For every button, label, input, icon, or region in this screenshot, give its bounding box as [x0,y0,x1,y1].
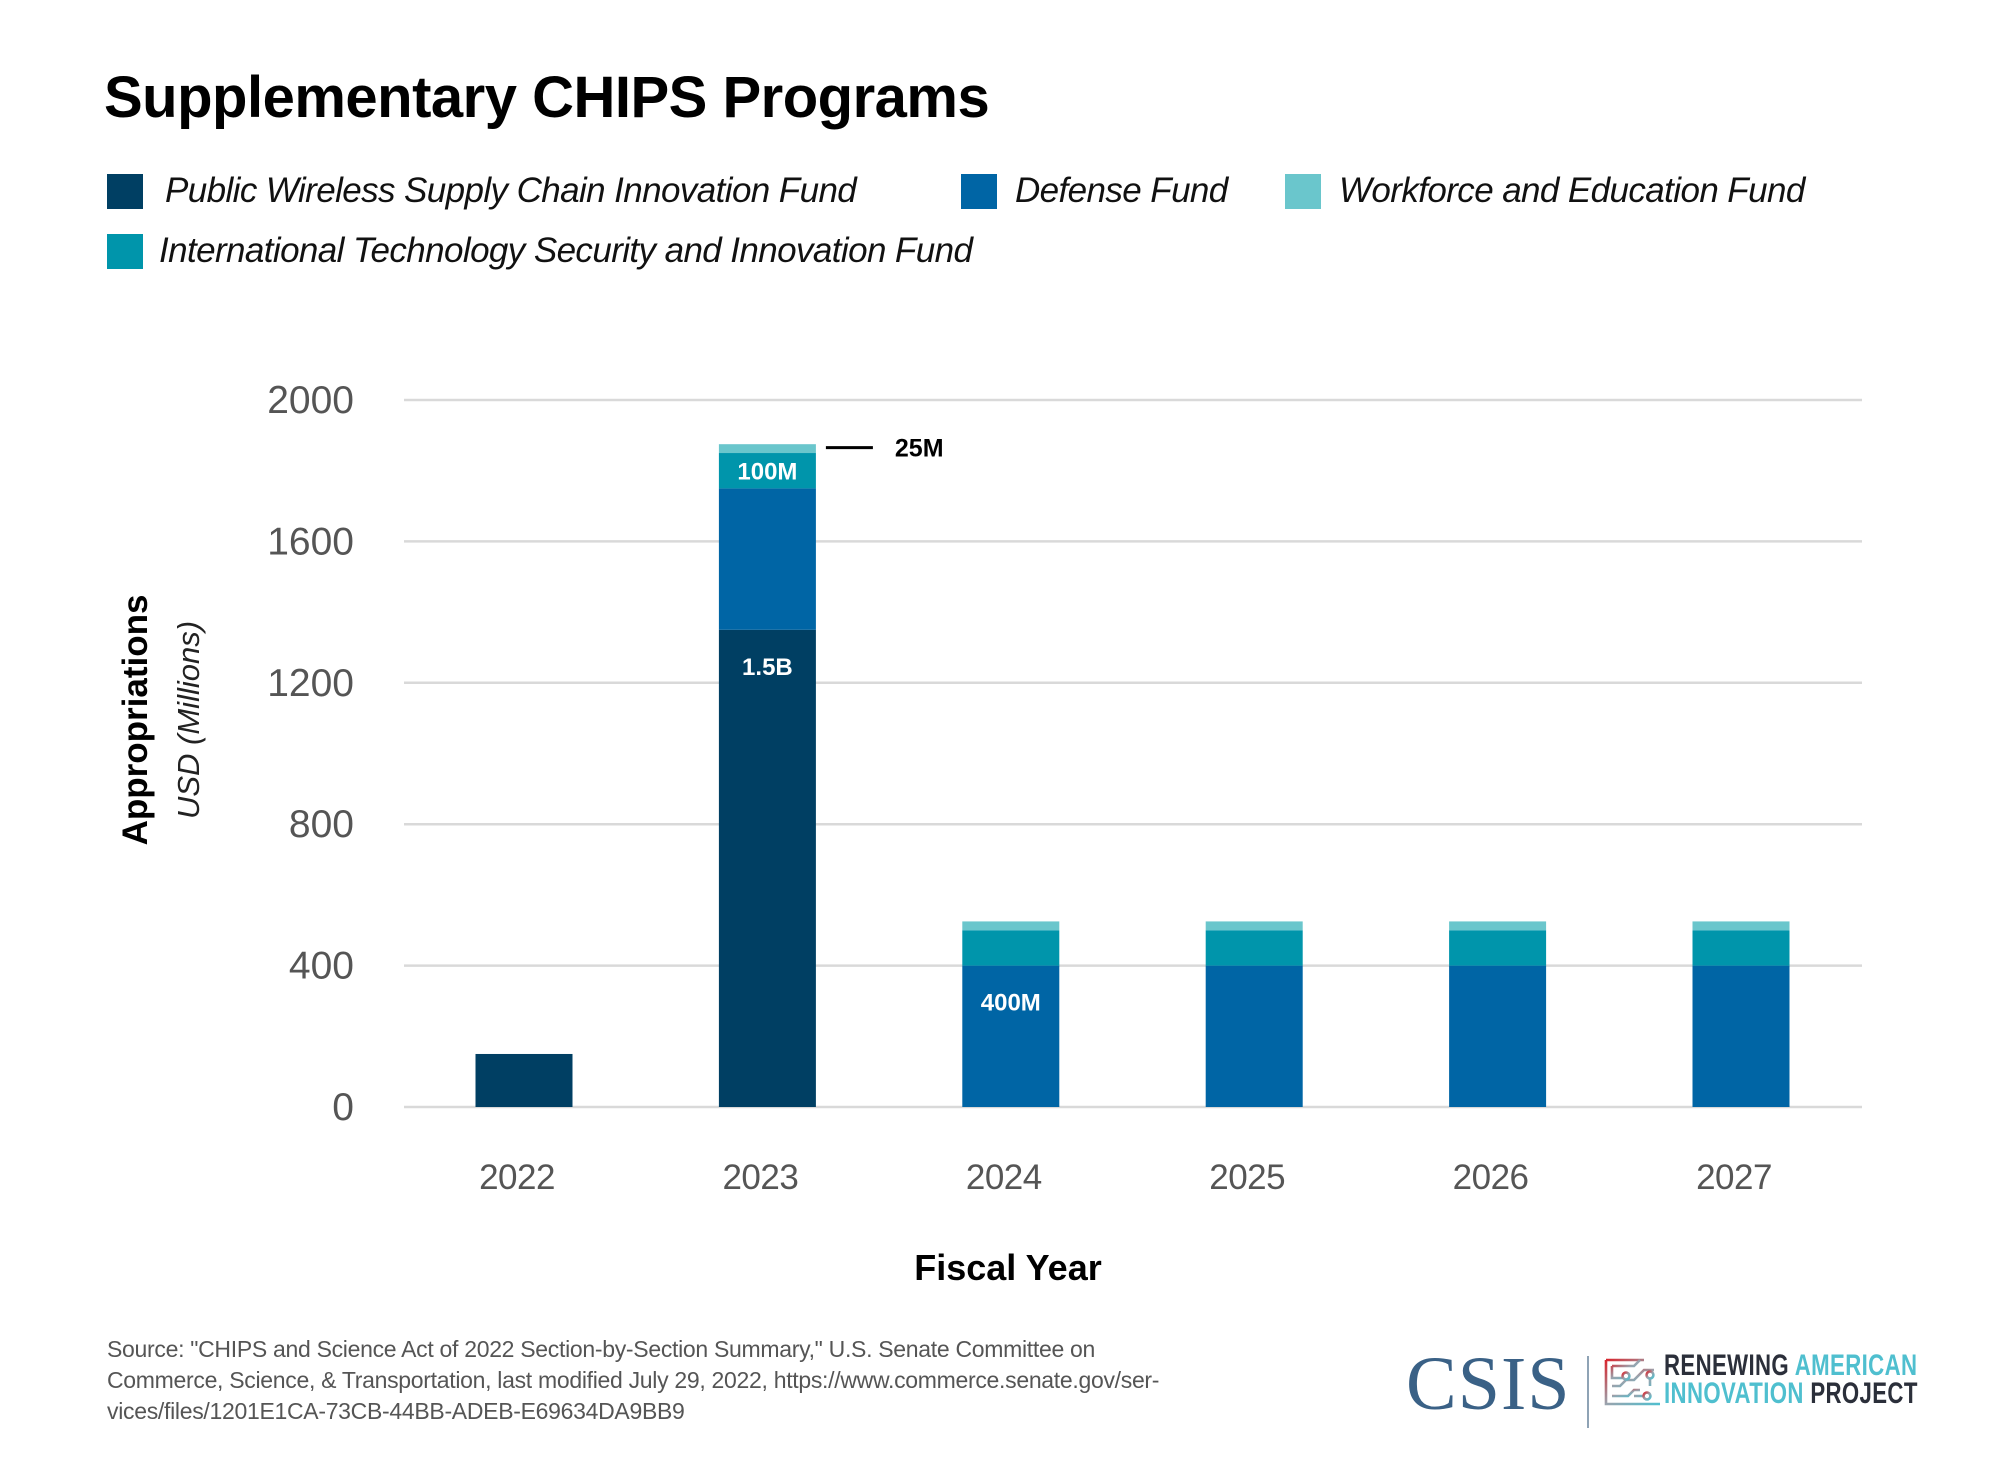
logo-word: RENEWING [1664,1349,1790,1382]
bar-value-label: 400M [981,990,1041,1017]
y-tick-label: 800 [289,803,354,846]
bar-segment [1205,930,1303,966]
source-line: Source: "CHIPS and Science Act of 2022 S… [107,1336,1096,1362]
source-note: Source: "CHIPS and Science Act of 2022 S… [107,1334,1247,1427]
source-line: vices/files/1201E1CA-73CB-44BB-ADEB-E696… [107,1398,685,1424]
x-tick-label: 2026 [1453,1158,1529,1197]
bar-segment [1692,965,1790,1107]
legend-swatch [107,233,143,269]
legend-item-workforce: Workforce and Education Fund [1285,171,1805,211]
y-axis-label: Appropriations [116,595,155,846]
x-tick-label: 2022 [479,1158,555,1197]
y-axis-sublabel: USD (Millions) [171,621,206,819]
bar-segment [962,921,1060,931]
bar-segment [1692,921,1790,931]
x-axis-label: Fiscal Year [914,1247,1102,1288]
legend-item-defense: Defense Fund [961,171,1228,211]
bar-labels: 1.5B 100M 400M 25M [737,435,1040,1017]
gridlines [404,398,1862,1109]
bar-segment [1692,930,1790,966]
bar-segment [1205,965,1303,1107]
x-tick-label: 2027 [1696,1158,1772,1197]
logo-word: AMERICAN [1794,1349,1918,1382]
y-tick-labels: 0 400 800 1200 1600 2000 [267,379,354,1129]
circuit-icon [1604,1358,1660,1406]
x-tick-label: 2024 [966,1158,1042,1197]
bar-segment [718,453,816,489]
bar-segment [718,444,816,454]
legend-swatch [961,173,997,209]
legend-label: Defense Fund [1015,171,1228,210]
bar-segment [962,965,1060,1107]
bar-segment [962,930,1060,966]
legend-swatch [1285,173,1321,209]
logo-word: INNOVATION [1664,1377,1804,1410]
legend-item-public-wireless: Public Wireless Supply Chain Innovation … [107,171,857,211]
bar-segment [1205,921,1303,931]
x-tick-label: 2025 [1209,1158,1285,1197]
y-tick-label: 0 [332,1086,354,1129]
legend-label: International Technology Security and In… [159,231,973,270]
bars [475,444,1790,1107]
chart-title: Supplementary CHIPS Programs [104,65,990,130]
logo-word: PROJECT [1810,1377,1918,1410]
y-tick-label: 1600 [267,520,354,563]
legend-label: Workforce and Education Fund [1339,171,1805,210]
bar-value-label: 100M [737,459,797,486]
bar-segment [1449,930,1547,966]
legend-label: Public Wireless Supply Chain Innovation … [165,171,857,210]
y-tick-label: 400 [289,945,354,988]
renewing-american-innovation-logo: RENEWING AMERICAN INNOVATION PROJECT [1664,1349,1918,1410]
source-line: Commerce, Science, & Transportation, las… [107,1367,1160,1393]
logo-divider [1587,1356,1589,1428]
bar-segment [718,629,816,1107]
bar-segment [1449,965,1547,1107]
csis-logo: CSIS [1406,1342,1571,1426]
x-tick-label: 2023 [722,1158,798,1197]
bar-segment [718,488,816,630]
callout-label: 25M [895,435,944,463]
bar-segment [1449,921,1547,931]
legend-item-international: International Technology Security and In… [107,231,973,271]
x-tick-labels: 2022 2023 2024 2025 2026 2027 [479,1158,1772,1197]
y-tick-label: 1200 [267,662,354,705]
bar-segment [475,1053,573,1107]
bar-value-label: 1.5B [742,654,793,681]
legend-swatch [107,173,143,209]
y-tick-label: 2000 [267,379,354,422]
